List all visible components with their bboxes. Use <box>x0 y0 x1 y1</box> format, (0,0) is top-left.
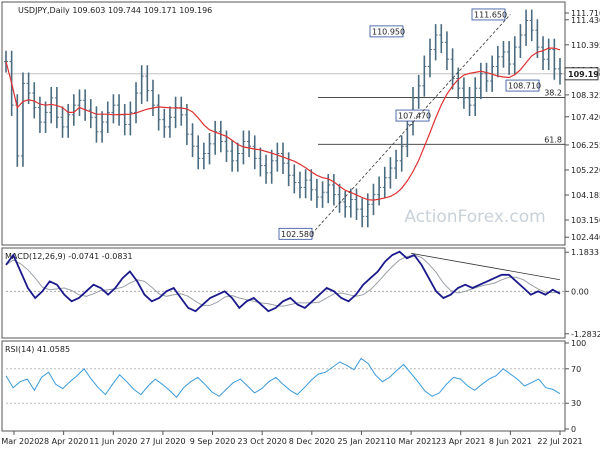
rsi-tick-label: 0 <box>571 425 576 434</box>
fib-level-label: 38.2 <box>544 88 562 97</box>
rsi-series <box>5 357 561 398</box>
swing-label-box <box>505 79 540 92</box>
swing-label: 111.650 <box>474 10 507 19</box>
date-tick-label: 11 Jun 2020 <box>89 437 137 446</box>
swing-label-box <box>471 8 506 21</box>
current-price-label: 109.196 <box>568 70 600 79</box>
price-tick-label: 111.710 <box>571 9 600 18</box>
price-tick-label: 103.150 <box>571 216 600 225</box>
date-tick-label: 10 Mar 2021 <box>386 437 437 446</box>
swing-label-box <box>395 109 430 122</box>
price-tick-label: 104.185 <box>571 191 600 200</box>
macd-panel-frame <box>1 247 566 339</box>
instrument-header: USDJPY,Daily 109.603 109.744 109.171 109… <box>18 6 212 15</box>
date-tick-label: 9 Sep 2020 <box>190 437 236 446</box>
macd-tick-label: 0.00 <box>571 287 589 296</box>
price-tick-label: 106.255 <box>571 141 600 150</box>
date-tick-label: 13 Mar 2020 <box>0 437 39 446</box>
rsi-line <box>5 357 561 398</box>
price-tick-label: 108.325 <box>571 91 600 100</box>
rsi-y-axis: 100 70 30 0 <box>6 339 586 434</box>
price-tick-label: 110.395 <box>571 41 600 50</box>
rsi-header: RSI(14) 41.0585 <box>5 345 70 354</box>
price-tick-label: 107.420 <box>571 113 600 122</box>
price-series <box>4 9 562 228</box>
rsi-tick-label: 100 <box>571 339 586 348</box>
rsi-tick-label: 70 <box>571 365 581 374</box>
price-tick-label: 105.220 <box>571 166 600 175</box>
macd-trendline <box>411 252 561 281</box>
swing-label: 102.580 <box>281 230 314 239</box>
swing-label: 108.710 <box>508 82 541 91</box>
high-low-labels: 111.650 110.950 108.710 107.470 102.580 <box>278 8 541 240</box>
price-y-axis: 111.710111.430110.395109.360108.325107.4… <box>6 9 600 242</box>
date-tick-label: 25 Jan 2021 <box>337 437 385 446</box>
moving-average-line <box>5 47 561 201</box>
price-tick-label: 111.430 <box>571 16 600 25</box>
date-tick-label: 23 Oct 2020 <box>237 437 286 446</box>
date-tick-label: 8 Jun 2021 <box>489 437 532 446</box>
rsi-panel-frame <box>1 340 566 432</box>
current-price-box <box>564 67 599 81</box>
rsi-tick-label: 30 <box>571 399 581 408</box>
trendlines <box>311 14 511 235</box>
fib-level-label: 61.8 <box>544 135 562 144</box>
swing-label: 107.470 <box>398 112 431 121</box>
fibonacci-levels: 38.2 61.8 <box>318 88 565 145</box>
date-tick-label: 8 Dec 2020 <box>289 437 335 446</box>
watermark: ActionForex.com <box>404 207 545 227</box>
date-tick-label: 22 Jul 2021 <box>537 437 582 446</box>
macd-series <box>5 250 561 313</box>
moving-average <box>5 47 561 201</box>
macd-signal-line <box>5 254 561 307</box>
date-tick-label: 27 Jul 2020 <box>140 437 185 446</box>
macd-line <box>5 250 561 313</box>
macd-tick-label: -1.2832 <box>571 330 600 339</box>
swing-label: 110.950 <box>372 27 405 36</box>
swing-label-box <box>369 25 404 38</box>
date-tick-label: 23 Apr 2021 <box>436 437 485 446</box>
price-trendline <box>311 14 511 235</box>
macd-tick-label: 1.1833 <box>571 248 599 257</box>
macd-header: MACD(12,26,9) -0.0741 -0.0831 <box>5 252 133 261</box>
price-tick-label: 102.440 <box>571 233 600 242</box>
date-tick-label: 28 Apr 2020 <box>39 437 88 446</box>
